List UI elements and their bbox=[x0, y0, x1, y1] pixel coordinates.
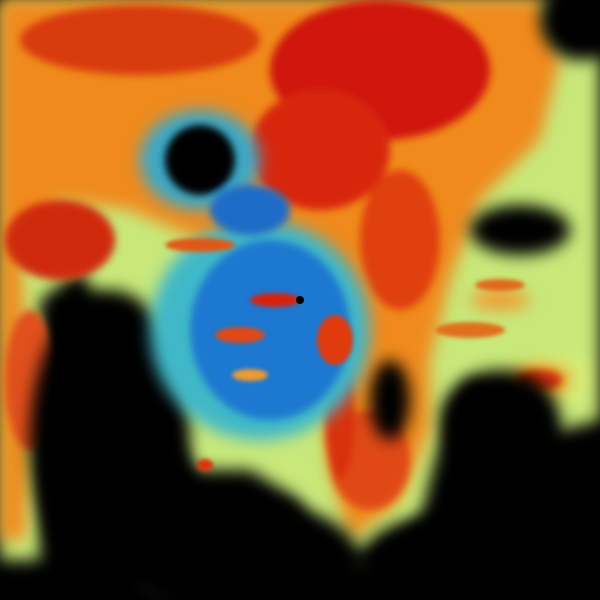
streaks bbox=[165, 238, 525, 471]
radar-site bbox=[296, 296, 304, 304]
no-echo bbox=[30, 0, 600, 600]
weak-echo bbox=[165, 125, 350, 420]
